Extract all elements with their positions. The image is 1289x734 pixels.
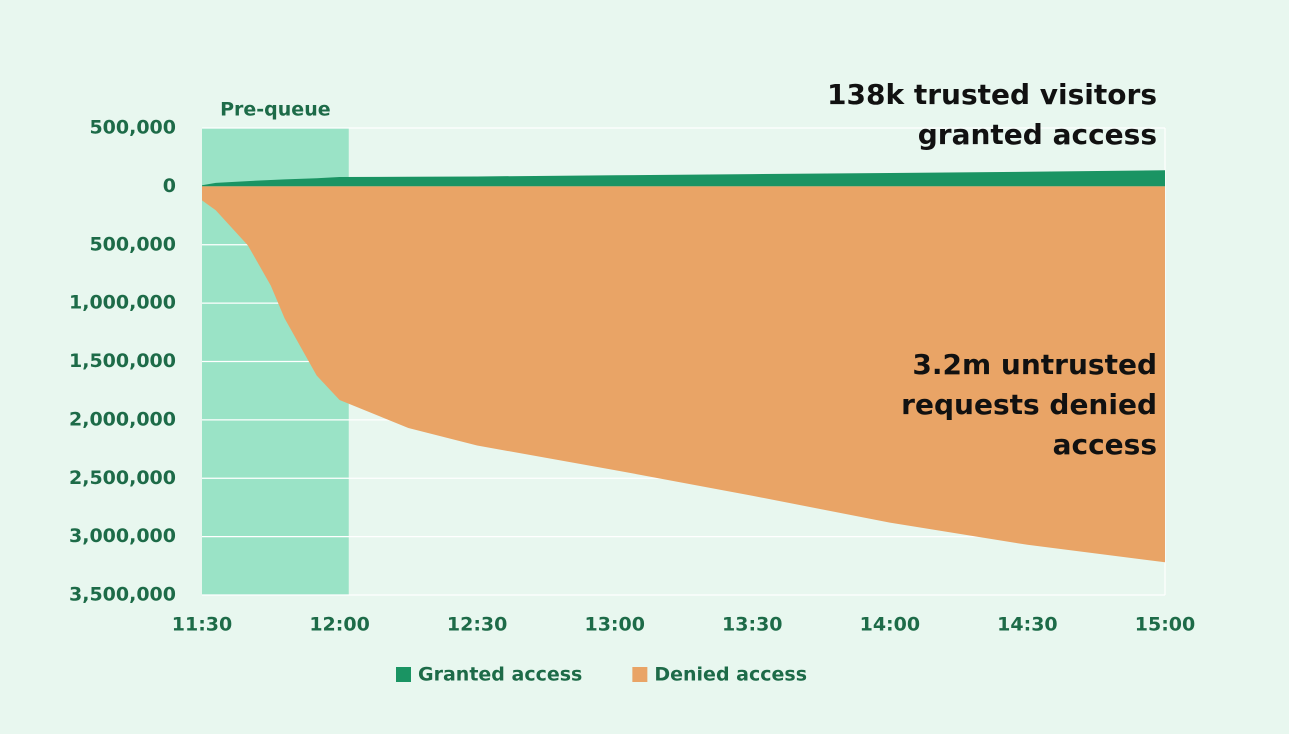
legend-swatch <box>396 667 411 682</box>
x-tick-label: 11:30 <box>172 614 232 636</box>
y-tick-label: 1,500,000 <box>69 350 176 372</box>
y-tick-label: 500,000 <box>89 233 176 255</box>
annotation: requests denied <box>901 388 1157 421</box>
area <box>202 186 1165 563</box>
x-tick-label: 13:00 <box>584 614 644 636</box>
x-tick-label: 14:00 <box>860 614 920 636</box>
annotation: 138k trusted visitors <box>827 78 1157 111</box>
legend-label: Denied access <box>654 664 807 686</box>
y-tick-label: 1,000,000 <box>69 292 176 314</box>
annotation: 3.2m untrusted <box>912 348 1157 381</box>
y-tick-label: 2,000,000 <box>69 408 176 430</box>
y-tick-label: 2,500,000 <box>69 467 176 489</box>
annotation: access <box>1053 428 1157 461</box>
pre-queue-label: Pre-queue <box>220 99 331 121</box>
x-tick-label: 12:30 <box>447 614 507 636</box>
y-tick-label: 3,500,000 <box>69 584 176 606</box>
x-tick-label: 13:30 <box>722 614 782 636</box>
y-tick-label: 3,000,000 <box>69 525 176 547</box>
x-tick-label: 12:00 <box>309 614 369 636</box>
area <box>202 170 1165 187</box>
x-tick-label: 14:30 <box>997 614 1057 636</box>
annotation: granted access <box>918 118 1157 151</box>
y-tick-label: 500,000 <box>89 117 176 139</box>
x-tick-label: 15:00 <box>1135 614 1195 636</box>
legend-label: Granted access <box>418 664 582 686</box>
y-tick-label: 0 <box>163 175 176 197</box>
legend-swatch <box>632 667 648 682</box>
